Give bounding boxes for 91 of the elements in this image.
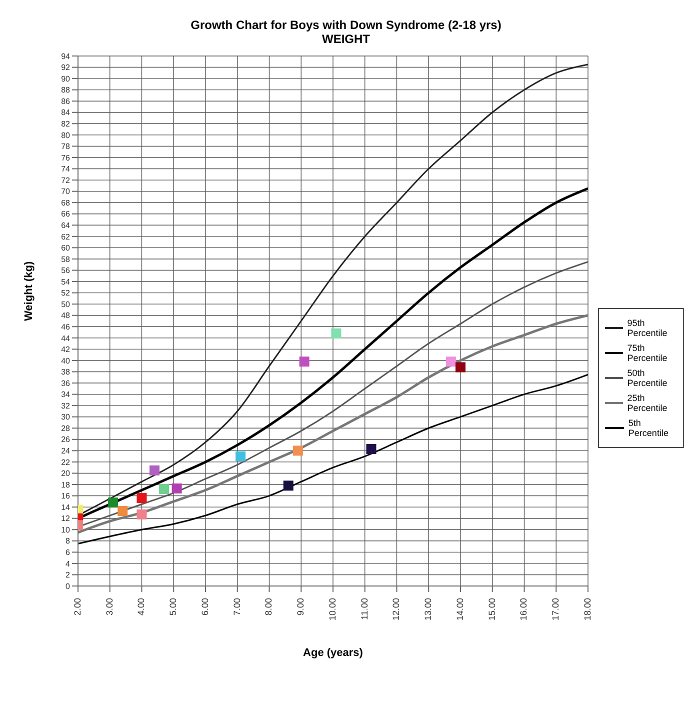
y-tick-label: 82 <box>61 120 71 128</box>
line-series <box>78 314 588 534</box>
y-tick-label: 46 <box>61 322 71 332</box>
y-tick-label: 24 <box>61 446 71 456</box>
y-tick-label: 62 <box>61 232 71 242</box>
y-tick-label: 28 <box>61 424 71 433</box>
y-tick-label: 36 <box>61 378 71 388</box>
y-tick-label: 30 <box>61 412 71 422</box>
y-tick-label: 22 <box>61 458 71 467</box>
x-tick-label: 10.00 <box>327 598 338 621</box>
line-series <box>78 374 588 544</box>
y-tick-label: 18 <box>61 480 71 490</box>
point <box>172 483 182 494</box>
x-tick-label: 2.00 <box>72 598 82 616</box>
y-tick-label: 84 <box>61 108 71 118</box>
y-tick-label: 2 <box>66 570 71 580</box>
y-tick-label: 16 <box>61 492 71 501</box>
y-tick-label: 8 <box>66 536 71 546</box>
point <box>456 362 466 372</box>
y-tick-label: 60 <box>61 244 71 253</box>
x-tick-label: 15.00 <box>486 598 497 621</box>
point <box>136 509 147 520</box>
legend-label: 25th Percentile <box>627 393 668 413</box>
x-tick-label: 11.00 <box>359 598 370 620</box>
y-tick-label: 44 <box>61 334 71 343</box>
y-tick-label: 74 <box>61 164 71 174</box>
point <box>118 506 128 516</box>
y-tick-label: 48 <box>61 311 71 320</box>
legend-label: 75th Percentile <box>627 343 668 363</box>
point <box>283 480 294 491</box>
y-tick-label: 4 <box>66 559 71 568</box>
x-tick-label: 5.00 <box>168 598 178 616</box>
point <box>366 444 376 454</box>
y-tick-label: 78 <box>61 142 71 152</box>
y-tick-label: 58 <box>61 254 71 264</box>
legend-label: 5th Percentile <box>628 418 670 438</box>
y-tick-label: 40 <box>61 356 71 366</box>
point <box>150 465 160 476</box>
y-tick-label: 50 <box>61 300 71 309</box>
y-tick-label: 54 <box>61 277 71 286</box>
point <box>108 498 118 508</box>
chart-subtitle: WEIGHT <box>321 32 371 46</box>
x-tick-label: 17.00 <box>550 598 560 621</box>
x-axis-title: Age (years) <box>303 647 364 659</box>
y-tick-label: 32 <box>61 401 71 410</box>
x-tick-label: 8.00 <box>264 598 274 616</box>
x-tick-label: 7.00 <box>232 598 242 616</box>
point <box>236 451 246 462</box>
point <box>299 356 310 367</box>
x-tick-label: 6.00 <box>200 598 210 616</box>
y-tick-label: 26 <box>61 435 71 444</box>
x-tick-label: 12.00 <box>391 598 402 621</box>
y-tick-label: 66 <box>61 210 71 219</box>
x-tick-label: 13.00 <box>423 598 433 621</box>
y-tick-label: 52 <box>61 288 71 298</box>
y-tick-label: 86 <box>61 96 71 106</box>
x-tick-label: 3.00 <box>104 598 114 616</box>
y-tick-label: 6 <box>66 548 71 558</box>
x-tick-label: 14.00 <box>454 598 465 621</box>
y-tick-label: 64 <box>61 220 71 230</box>
point <box>136 493 147 504</box>
point <box>331 328 342 338</box>
y-tick-label: 80 <box>61 130 71 140</box>
point <box>159 484 170 494</box>
x-tick-label: 16.00 <box>518 598 529 621</box>
y-axis-title: Weight (kg) <box>22 260 35 321</box>
y-tick-label: 12 <box>61 514 71 524</box>
point <box>446 356 456 367</box>
y-tick-label: 38 <box>61 368 71 377</box>
y-tick-label: 68 <box>61 198 71 208</box>
y-tick-label: 10 <box>61 525 71 534</box>
y-tick-label: 34 <box>61 390 71 400</box>
x-tick-label: 4.00 <box>136 598 146 616</box>
chart-title: Growth Chart for Boys with Down Syndrome (2-18 yrs) <box>190 18 502 32</box>
y-tick-label: 92 <box>61 63 71 72</box>
legend-label: 50th Percentile <box>627 368 668 388</box>
y-tick-label: 0 <box>66 582 71 591</box>
y-tick-label: 72 <box>61 176 71 185</box>
y-tick-label: 94 <box>61 52 71 61</box>
x-tick-label: 18.00 <box>582 598 592 621</box>
y-tick-label: 20 <box>61 469 71 478</box>
point <box>292 446 303 456</box>
x-tick-label: 9.00 <box>296 598 306 616</box>
y-tick-label: 56 <box>61 266 71 276</box>
y-tick-label: 76 <box>61 153 71 162</box>
legend-label: 95th Percentile <box>627 318 668 338</box>
y-tick-label: 88 <box>61 86 71 95</box>
y-tick-label: 14 <box>61 502 71 512</box>
y-tick-label: 90 <box>61 74 71 84</box>
y-tick-label: 42 <box>61 345 71 354</box>
y-tick-label: 70 <box>61 187 71 196</box>
